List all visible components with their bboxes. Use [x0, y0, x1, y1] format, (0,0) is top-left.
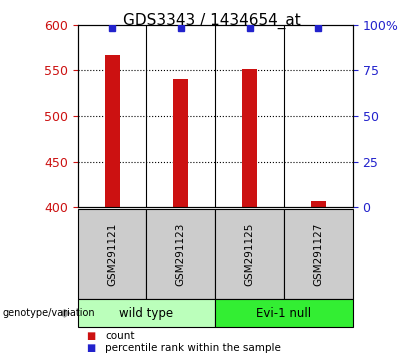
Text: GSM291125: GSM291125	[244, 222, 255, 286]
Bar	[242, 69, 257, 207]
Text: ■: ■	[86, 343, 95, 353]
Text: Evi-1 null: Evi-1 null	[257, 307, 312, 320]
Text: count: count	[105, 331, 134, 341]
Bar	[173, 80, 189, 207]
Text: GSM291127: GSM291127	[313, 222, 323, 286]
Text: genotype/variation: genotype/variation	[2, 308, 95, 318]
Text: percentile rank within the sample: percentile rank within the sample	[105, 343, 281, 353]
Text: wild type: wild type	[119, 307, 173, 320]
Text: GDS3343 / 1434654_at: GDS3343 / 1434654_at	[123, 12, 301, 29]
Bar	[105, 55, 120, 207]
Text: ■: ■	[86, 331, 95, 341]
Text: GSM291121: GSM291121	[107, 222, 117, 286]
Bar	[311, 201, 326, 207]
Text: GSM291123: GSM291123	[176, 222, 186, 286]
